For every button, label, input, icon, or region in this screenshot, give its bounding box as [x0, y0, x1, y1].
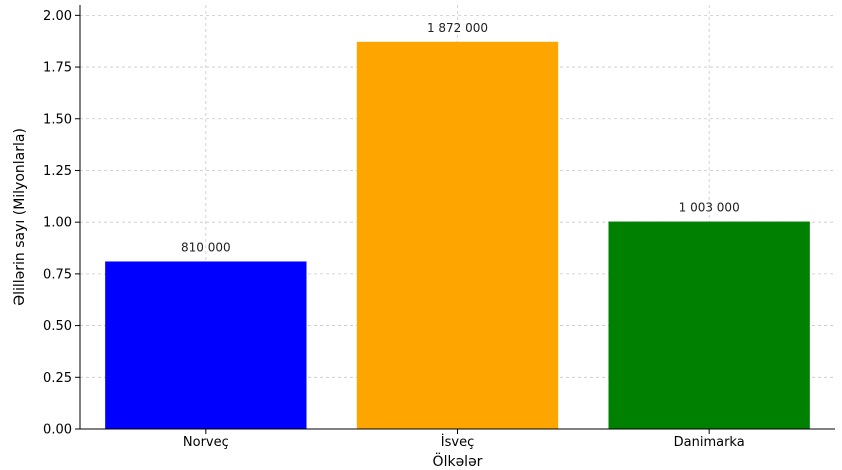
bar-2 — [608, 221, 810, 429]
y-tick-label: 1.75 — [43, 61, 72, 76]
bar-0 — [105, 261, 307, 429]
y-tick-label: 2.00 — [43, 9, 72, 24]
y-tick-label: 0.75 — [43, 267, 72, 282]
y-tick-label: 0.50 — [43, 319, 72, 334]
y-tick-label: 0.25 — [43, 371, 72, 386]
bar-value-label: 1 872 000 — [427, 21, 488, 35]
bar-1 — [356, 41, 559, 429]
y-tick-label: 1.25 — [43, 164, 72, 179]
x-tick-label: Danimarka — [674, 435, 745, 450]
x-axis-title: Ölkələr — [433, 452, 483, 470]
x-tick-label: Norveç — [183, 435, 229, 450]
bar-value-label: 810 000 — [181, 240, 231, 254]
bars-layer — [105, 41, 810, 429]
y-axis-title: Əlillərin sayı (Milyonlarla) — [12, 128, 28, 306]
y-tick-label: 0.00 — [43, 423, 72, 438]
y-tick-label: 1.50 — [43, 112, 72, 127]
bar-value-label: 1 003 000 — [679, 201, 740, 215]
labels-layer: 0.00 0.25 0.50 0.75 1.00 1.25 1.50 1.75 2.00 810 … — [43, 9, 745, 450]
y-tick-label: 1.00 — [43, 216, 72, 231]
x-tick-label: İsveç — [441, 434, 474, 450]
